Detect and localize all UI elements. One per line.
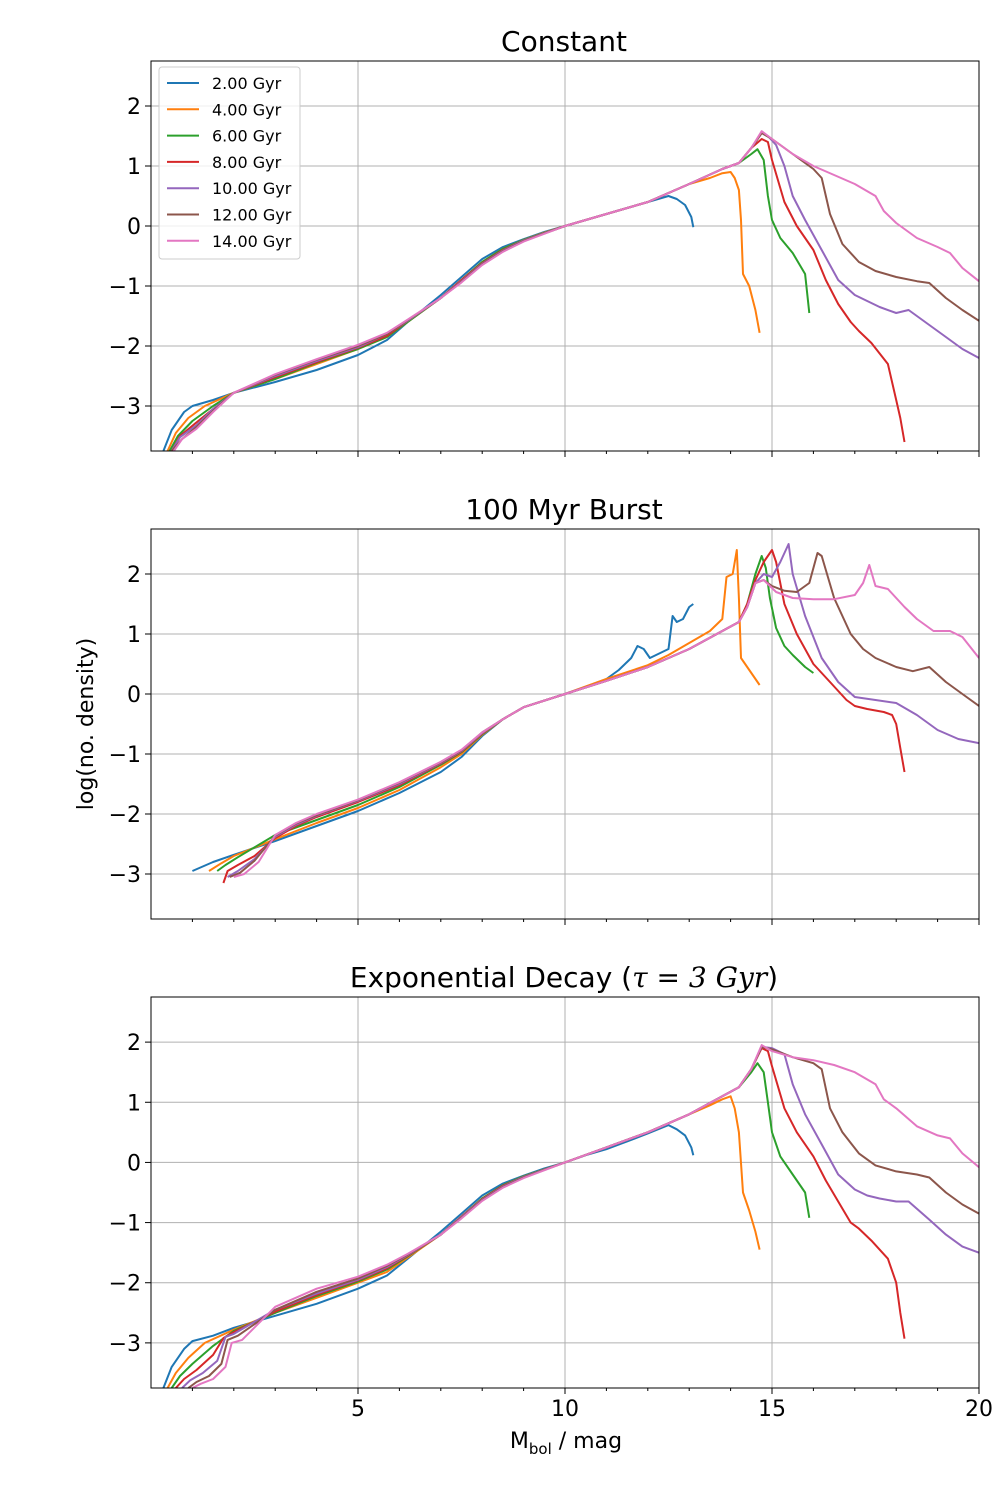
x-tick-label: 10 [551, 1397, 579, 1422]
y-tick-label: −1 [109, 1212, 141, 1237]
y-tick-label: −3 [109, 863, 141, 888]
panel-burst: −3 −2 −1 0 1 2 100 Myr Burst [109, 493, 980, 925]
series-line-4-00-gyr [208, 549, 761, 872]
y-tick-label: 1 [127, 155, 141, 180]
legend-label: 12.00 Gyr [212, 206, 292, 225]
panel-title-text: Exponential Decay ( [350, 961, 632, 994]
series-line-8-00-gyr [175, 1047, 906, 1388]
series-group [192, 543, 979, 884]
x-tick-label: 15 [758, 1397, 786, 1422]
series-line-10-00-gyr [181, 1045, 979, 1388]
x-axis-label-subscript: bol [529, 1440, 552, 1458]
x-tick-label: 20 [965, 1397, 993, 1422]
x-axis-label-main: M [510, 1429, 529, 1454]
legend-label: 10.00 Gyr [212, 179, 292, 198]
panel-constant: −3 −2 −1 0 1 2 Constant 2.00 Gyr 4.00 Gyr 6.00 Gy… [109, 25, 980, 457]
panel-title-symbol: τ = 3 Gyr [632, 961, 769, 994]
legend-label: 6.00 Gyr [212, 127, 282, 146]
y-tick-label: −3 [109, 1332, 141, 1357]
y-tick-label: −1 [109, 275, 141, 300]
y-tick-label: −3 [109, 395, 141, 420]
panel-title: Exponential Decay (τ = 3 Gyr) [350, 961, 778, 994]
y-tick-label: 0 [127, 683, 141, 708]
legend-label: 8.00 Gyr [212, 153, 282, 172]
series-line-14-00-gyr [233, 564, 979, 878]
series-group [162, 1044, 979, 1388]
y-axis-label: log(no. density) [74, 638, 99, 810]
y-tick-label: 0 [127, 215, 141, 240]
y-tick-label: 0 [127, 1151, 141, 1176]
x-axis-label-unit: / mag [552, 1429, 622, 1454]
series-line-8-00-gyr [222, 549, 906, 884]
series-line-4-00-gyr [166, 1095, 761, 1388]
x-axis-label: Mbol / mag [510, 1429, 622, 1458]
y-tick-label: 2 [127, 95, 141, 120]
panel-exponential-decay: −3 −2 −1 0 1 2 5 10 15 20 Exponential Decay (τ = 3… [109, 961, 993, 1422]
y-tick-label: −2 [109, 803, 141, 828]
legend-label: 2.00 Gyr [212, 74, 282, 93]
series-line-10-00-gyr [227, 543, 979, 878]
legend-label: 14.00 Gyr [212, 232, 292, 251]
legend-box [158, 66, 301, 260]
y-tick-label: 1 [127, 1091, 141, 1116]
y-tick-label: −2 [109, 1272, 141, 1297]
legend-label: 4.00 Gyr [212, 100, 282, 119]
series-line-14-00-gyr [191, 1044, 979, 1388]
series-line-12-00-gyr [229, 552, 979, 878]
legend: 2.00 Gyr 4.00 Gyr 6.00 Gyr 8.00 Gyr 10.00 Gy… [158, 66, 301, 260]
panel-title: 100 Myr Burst [465, 493, 663, 526]
y-tick-label: 2 [127, 563, 141, 588]
series-line-6-00-gyr [170, 1062, 811, 1388]
panel-title-end: ) [767, 961, 778, 994]
y-tick-label: 2 [127, 1031, 141, 1056]
x-tick-label: 5 [351, 1397, 365, 1422]
series-group [162, 130, 979, 451]
y-tick-label: 1 [127, 623, 141, 648]
series-line-2-00-gyr [192, 603, 694, 872]
y-tick-label: −1 [109, 743, 141, 768]
panel-title: Constant [501, 25, 627, 58]
series-line-2-00-gyr [162, 195, 695, 451]
series-line-2-00-gyr [162, 1124, 695, 1388]
series-line-12-00-gyr [187, 1045, 979, 1388]
y-tick-label: −2 [109, 335, 141, 360]
series-line-14-00-gyr [172, 130, 979, 451]
